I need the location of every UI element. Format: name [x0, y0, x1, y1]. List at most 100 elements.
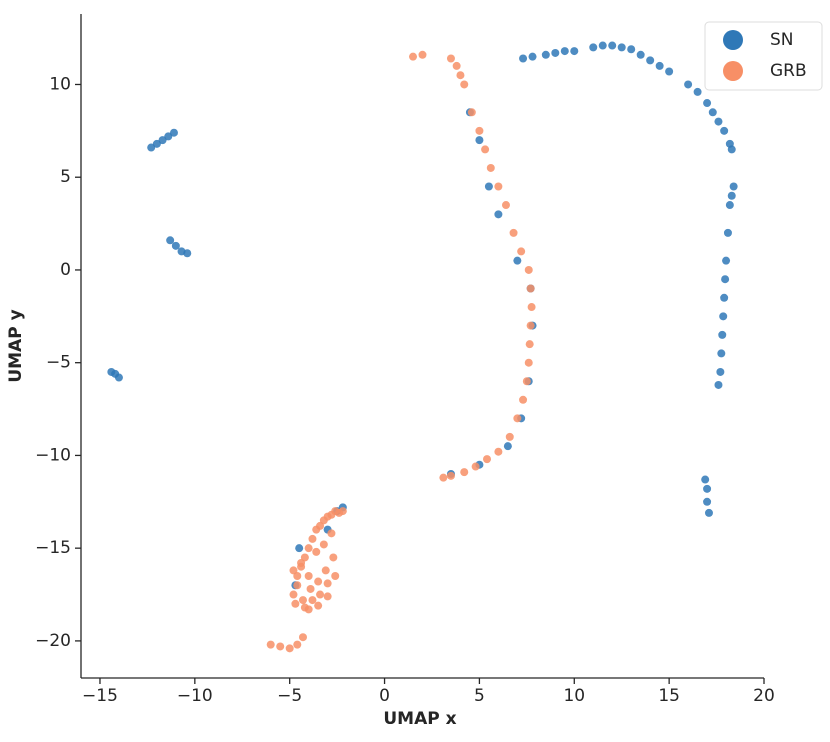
point	[570, 47, 579, 56]
point	[409, 52, 418, 61]
point	[646, 56, 655, 65]
legend: SN GRB	[704, 21, 823, 91]
point	[314, 577, 323, 586]
point	[293, 581, 302, 590]
point	[418, 50, 427, 59]
legend-label: GRB	[770, 61, 807, 81]
point	[306, 584, 315, 593]
point	[494, 210, 503, 219]
point	[522, 377, 531, 386]
point	[164, 132, 173, 141]
point	[725, 201, 734, 210]
point	[655, 61, 664, 70]
x-tick-label: 0	[379, 686, 390, 706]
point	[298, 596, 307, 605]
point	[452, 61, 461, 70]
point	[484, 182, 493, 191]
y-tick-label: 5	[60, 167, 71, 187]
point	[297, 559, 306, 568]
point	[519, 54, 528, 63]
point	[321, 566, 330, 575]
point	[304, 571, 313, 580]
x-tick-label: 10	[563, 686, 585, 706]
point	[720, 126, 729, 135]
point	[327, 529, 336, 538]
point	[446, 471, 455, 480]
point	[291, 599, 300, 608]
point	[701, 475, 710, 484]
point	[486, 163, 495, 172]
point	[513, 414, 522, 423]
point	[723, 228, 732, 237]
x-axis-label: UMAP x	[383, 709, 456, 729]
point	[517, 247, 526, 256]
point	[289, 590, 298, 599]
point	[541, 50, 550, 59]
point	[519, 395, 528, 404]
point	[703, 484, 712, 493]
point	[152, 139, 161, 148]
point	[719, 312, 728, 321]
point	[276, 642, 285, 651]
point	[716, 367, 725, 376]
point	[665, 67, 674, 76]
y-tick-label: 0	[60, 260, 71, 280]
point	[617, 43, 626, 52]
point	[304, 605, 313, 614]
point	[501, 201, 510, 210]
point	[509, 228, 518, 237]
point	[718, 330, 727, 339]
y-tick-label: −20	[35, 631, 71, 651]
point	[560, 47, 569, 56]
point	[171, 241, 180, 250]
point	[717, 349, 726, 358]
point	[494, 447, 503, 456]
legend-marker	[723, 30, 743, 50]
point	[460, 80, 469, 89]
point	[627, 45, 636, 54]
x-tick-label: 5	[474, 686, 485, 706]
point	[329, 553, 338, 562]
point	[727, 191, 736, 200]
point	[704, 508, 713, 517]
point	[289, 566, 298, 575]
point	[471, 462, 480, 471]
point	[708, 108, 717, 117]
point	[439, 473, 448, 482]
point	[503, 442, 512, 451]
x-tick-label: 20	[753, 686, 775, 706]
point	[608, 41, 617, 50]
point	[183, 249, 192, 258]
point	[703, 99, 712, 108]
point	[524, 265, 533, 274]
point	[338, 507, 347, 516]
point	[304, 544, 313, 553]
point	[598, 41, 607, 50]
point	[483, 455, 492, 464]
point	[295, 544, 304, 553]
point	[703, 497, 712, 506]
point	[158, 136, 167, 145]
point	[721, 275, 730, 284]
point	[323, 592, 332, 601]
point	[331, 571, 340, 580]
point	[314, 601, 323, 610]
point	[524, 358, 533, 367]
point	[166, 236, 175, 245]
point	[308, 596, 317, 605]
legend-label: SN	[770, 30, 794, 50]
y-tick-label: −5	[46, 353, 71, 373]
point	[526, 321, 535, 330]
point	[525, 340, 534, 349]
point	[684, 80, 693, 89]
point	[714, 380, 723, 389]
point	[460, 468, 469, 477]
x-tick-label: 15	[658, 686, 680, 706]
point	[475, 136, 484, 145]
point	[298, 633, 307, 642]
point	[467, 108, 476, 117]
point	[527, 303, 536, 312]
point	[312, 547, 321, 556]
point	[481, 145, 490, 154]
point	[528, 52, 537, 61]
